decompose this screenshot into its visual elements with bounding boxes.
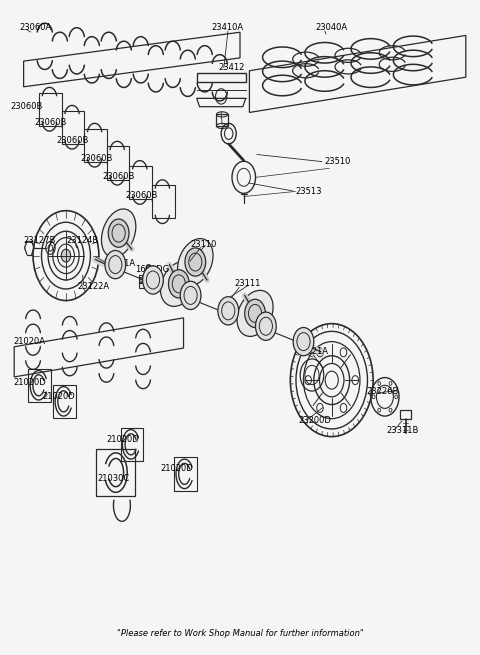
Text: 23060B: 23060B [103,172,135,181]
Text: 23122A: 23122A [78,282,110,291]
Circle shape [218,297,239,325]
Text: 23060B: 23060B [11,102,43,111]
Ellipse shape [101,209,136,257]
Circle shape [293,328,314,356]
Text: 23110: 23110 [191,240,217,248]
Text: "Please refer to Work Shop Manual for further information": "Please refer to Work Shop Manual for fu… [117,629,363,637]
Ellipse shape [160,261,197,307]
Circle shape [108,219,129,247]
Text: 23412: 23412 [219,63,245,72]
Circle shape [255,312,276,341]
Bar [139,275,144,288]
Bar [107,147,130,180]
Text: 23040A: 23040A [315,22,348,31]
Circle shape [185,248,205,276]
Text: 23200D: 23200D [299,416,332,425]
Bar [120,428,143,461]
Text: 23124B: 23124B [66,236,98,246]
Text: 23510: 23510 [324,157,351,166]
Circle shape [180,281,201,310]
Bar [39,92,62,126]
Text: 23410A: 23410A [212,22,244,31]
Bar [84,128,107,162]
Bar [28,369,51,402]
Text: 21020D: 21020D [106,436,139,444]
Bar [152,185,175,218]
Bar [96,449,134,496]
Text: 1601DG: 1601DG [135,265,170,274]
Ellipse shape [178,238,213,286]
Text: 21030C: 21030C [97,474,129,483]
Text: 23111: 23111 [234,279,261,288]
Text: 23060A: 23060A [19,22,51,31]
Circle shape [245,299,265,328]
Text: 23127B: 23127B [24,236,56,246]
Text: 23060B: 23060B [34,118,66,126]
Circle shape [61,249,71,262]
Circle shape [146,265,152,272]
Text: 21020D: 21020D [42,392,75,401]
Circle shape [143,266,163,294]
Circle shape [105,250,126,279]
Text: 23060B: 23060B [57,136,89,145]
Bar [62,111,84,144]
Text: 23060B: 23060B [125,191,157,200]
Text: 23513: 23513 [296,187,322,196]
Circle shape [168,270,189,298]
Text: 23121A: 23121A [104,259,136,268]
Text: 21121A: 21121A [297,347,328,356]
Text: 23311B: 23311B [387,426,419,435]
Text: 23060B: 23060B [80,153,112,162]
Ellipse shape [237,290,273,337]
Text: 21020D: 21020D [160,464,193,473]
Text: 23125: 23125 [139,277,165,286]
Bar [130,166,152,199]
Bar [216,115,228,126]
Bar [53,384,76,418]
Bar [174,457,197,491]
Text: 21020D: 21020D [13,377,46,386]
Bar [400,409,411,419]
Text: 21020A: 21020A [13,337,45,346]
Text: 23226B: 23226B [366,387,398,396]
